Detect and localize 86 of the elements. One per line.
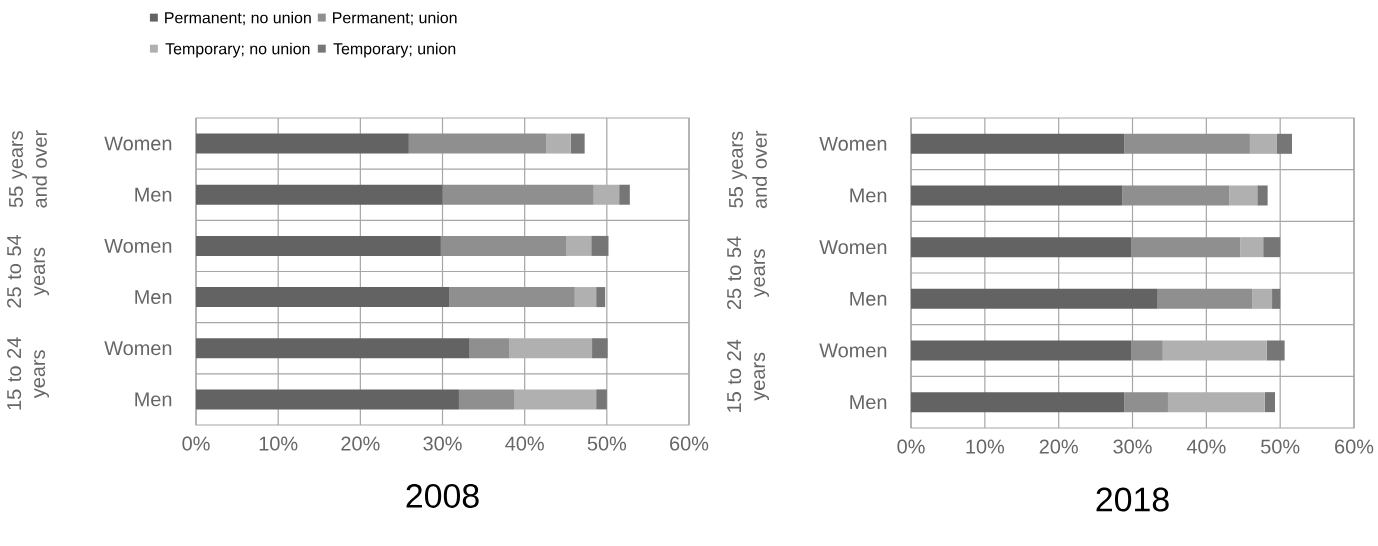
x-tick-label: 30% [423,436,462,451]
x-tick-label: 60% [670,436,709,451]
legend-label: Temporary; no union [165,42,310,58]
bar [1162,340,1267,361]
bar [196,235,441,256]
bar [911,133,1125,154]
bar [1240,237,1264,258]
bar [911,185,1123,206]
y-tick-label: Women [819,240,887,255]
y-tick-label: Women [819,136,887,151]
x-tick-label: 20% [1039,439,1078,454]
x-tick-label: 20% [341,436,380,451]
bar [574,287,597,308]
x-tick-label: 50% [1261,439,1300,454]
bar [408,133,547,154]
y-tick-label: Men [135,187,172,202]
text: 25 to 54 years [727,236,769,310]
bar [196,133,409,154]
legend-label: Permanent; no union [165,11,311,26]
text: 25 to 54 years [7,234,49,308]
bar [1124,133,1250,154]
text: 55 years and over [9,130,47,208]
y-tick-label: Men [850,291,887,306]
text: 15 to 24 years [727,339,769,412]
legend-label: Temporary; union [333,42,456,58]
bar [619,184,630,205]
y-tick-label: Men [135,392,172,407]
y-tick-label: Women [104,136,172,151]
bar [1252,288,1273,309]
bar [1122,185,1230,206]
text: 2008 [406,483,479,508]
bar [911,288,1158,309]
bar [593,184,620,205]
bar [911,392,1125,413]
y-tick-label: Men [850,188,887,203]
text: 2018 [1096,487,1169,512]
bar [1276,133,1292,154]
bar [514,389,597,410]
bar [1263,237,1281,258]
y-tick-label: Men [850,395,887,410]
bar [449,287,575,308]
bar [1131,340,1163,361]
bar [440,235,567,256]
bar [196,287,450,308]
text: 15 to 24 years [7,337,49,410]
x-tick-label: 40% [505,436,544,451]
bar [1257,185,1268,206]
bar [1157,288,1253,309]
x-tick-label: 0% [897,439,925,454]
bar [1272,288,1281,309]
x-tick-label: 10% [966,439,1005,454]
bar [1229,185,1258,206]
x-tick-label: 10% [259,436,298,451]
y-tick-label: Women [104,238,172,253]
bar [592,338,608,359]
bar [458,389,514,410]
bar [1124,392,1168,413]
bar [196,389,459,410]
y-tick-label: Men [135,290,172,305]
bar [442,184,594,205]
x-tick-label: 40% [1186,439,1226,454]
bar [596,287,606,308]
bar [546,133,571,154]
bar [566,235,592,256]
x-tick-label: 50% [587,436,627,451]
text: 55 years and over [729,130,767,209]
bar [1167,392,1265,413]
bar [1264,392,1276,413]
x-tick-label: 0% [182,436,210,451]
y-tick-label: Women [819,343,887,358]
bar [509,338,593,359]
y-tick-label: Women [104,341,172,356]
bar [1249,133,1277,154]
bar [1131,237,1241,258]
bar [1266,340,1285,361]
bar [911,340,1132,361]
bar [196,338,470,359]
legend-label: Permanent; union [333,11,457,26]
bar [591,235,609,256]
bar [196,184,443,205]
bar [596,389,607,410]
bar [570,133,585,154]
x-tick-label: 60% [1335,439,1374,454]
bar [469,338,510,359]
x-tick-label: 30% [1113,439,1152,454]
bar [911,237,1132,258]
